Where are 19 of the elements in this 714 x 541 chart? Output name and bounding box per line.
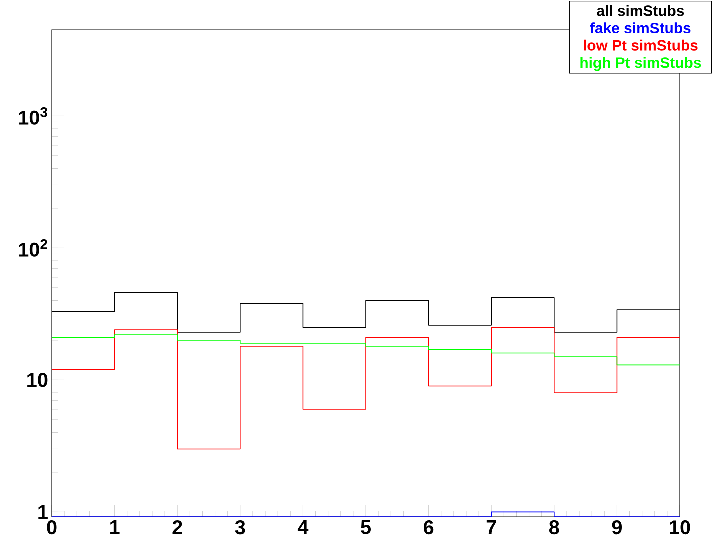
x-tick-label: 9 bbox=[612, 520, 622, 535]
x-tick-label: 7 bbox=[486, 520, 496, 534]
text: high Pt simStubs bbox=[580, 57, 702, 72]
text: low Pt simStubs bbox=[584, 40, 698, 51]
x-tick-label: 10 bbox=[670, 520, 690, 535]
y-tick-label: 10 bbox=[28, 373, 48, 388]
text: fake simStubs bbox=[590, 22, 691, 34]
x-tick-label: 2 bbox=[172, 520, 182, 534]
y-tick-label: 1 bbox=[38, 505, 48, 520]
y-tick-label: 10$^{2}$ bbox=[19, 239, 48, 257]
x-tick-label: 6 bbox=[424, 520, 434, 535]
text: all simStubs bbox=[597, 5, 684, 16]
x-tick-label: 8 bbox=[549, 520, 560, 535]
x-tick-label: 5 bbox=[361, 520, 371, 534]
x-tick-label: 4 bbox=[298, 520, 309, 534]
x-tick-label: 0 bbox=[47, 520, 57, 535]
y-tick-label: 10$^{3}$ bbox=[19, 107, 48, 125]
x-tick-label: 1 bbox=[110, 520, 120, 534]
x-tick-label: 3 bbox=[235, 520, 246, 535]
